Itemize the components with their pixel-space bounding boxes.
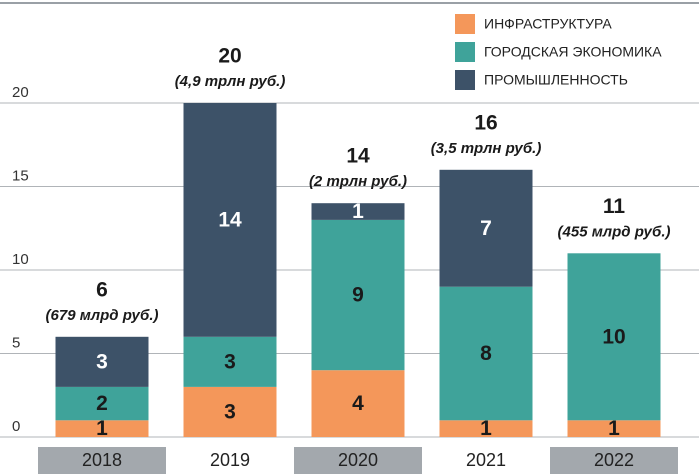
total-label: 20 bbox=[218, 45, 241, 68]
bar-segment bbox=[55, 336, 149, 387]
data-label: 1 bbox=[608, 417, 620, 440]
y-tick-label: 10 bbox=[12, 251, 29, 268]
x-cell bbox=[294, 447, 422, 474]
x-cell bbox=[550, 447, 678, 474]
bar-segment bbox=[55, 386, 149, 421]
legend-swatch bbox=[455, 14, 475, 34]
data-label: 3 bbox=[96, 350, 108, 373]
total-annotation: (679 млрд руб.) bbox=[46, 307, 159, 324]
total-label: 16 bbox=[474, 111, 497, 134]
data-label: 2 bbox=[96, 392, 108, 415]
data-label: 14 bbox=[218, 208, 242, 231]
bar-segment bbox=[183, 336, 277, 387]
data-label: 1 bbox=[352, 200, 364, 223]
bar-segment bbox=[311, 370, 405, 437]
bar-segment bbox=[183, 386, 277, 437]
y-tick-label: 5 bbox=[12, 334, 20, 351]
legend-label: ГОРОДСКАЯ ЭКОНОМИКА bbox=[484, 44, 662, 60]
bar-segment bbox=[311, 203, 405, 220]
bar-segment bbox=[55, 420, 149, 437]
x-cell bbox=[38, 447, 166, 474]
data-label: 8 bbox=[480, 342, 492, 365]
bar-segment bbox=[439, 420, 533, 437]
data-label: 3 bbox=[224, 350, 236, 373]
y-tick-label: 0 bbox=[12, 418, 20, 435]
total-annotation: (4,9 трлн руб.) bbox=[175, 73, 286, 90]
total-annotation: (3,5 трлн руб.) bbox=[431, 140, 542, 157]
total-label: 6 bbox=[96, 278, 108, 301]
legend-label: ИНФРАСТРУКТУРА bbox=[484, 16, 612, 32]
y-tick-label: 20 bbox=[12, 84, 29, 101]
bar-segment bbox=[311, 219, 405, 371]
bar-segment bbox=[567, 420, 661, 437]
data-label: 3 bbox=[224, 400, 236, 423]
bar-segment bbox=[439, 286, 533, 421]
total-label: 14 bbox=[346, 145, 370, 168]
x-tick-label: 2021 bbox=[466, 450, 506, 470]
data-label: 4 bbox=[352, 392, 364, 415]
legend-swatch bbox=[455, 70, 475, 90]
total-annotation: (2 трлн руб.) bbox=[309, 173, 407, 190]
bar-segment bbox=[183, 103, 277, 337]
x-cell bbox=[166, 447, 294, 474]
y-tick-label: 15 bbox=[12, 167, 29, 184]
data-label: 10 bbox=[602, 325, 625, 348]
total-label: 11 bbox=[603, 195, 626, 218]
legend-swatch bbox=[455, 42, 475, 62]
x-tick-label: 2022 bbox=[594, 450, 634, 470]
data-label: 1 bbox=[480, 417, 492, 440]
legend-label: ПРОМЫШЛЕННОСТЬ bbox=[484, 72, 628, 88]
x-cell bbox=[422, 447, 550, 474]
data-label: 7 bbox=[480, 217, 492, 240]
x-tick-label: 2020 bbox=[338, 450, 378, 470]
bar-segment bbox=[567, 253, 661, 421]
total-annotation: (455 млрд руб.) bbox=[558, 223, 671, 240]
data-label: 1 bbox=[96, 417, 108, 440]
x-tick-label: 2019 bbox=[210, 450, 250, 470]
bar-segment bbox=[439, 169, 533, 287]
x-tick-label: 2018 bbox=[82, 450, 122, 470]
data-label: 9 bbox=[352, 284, 364, 307]
